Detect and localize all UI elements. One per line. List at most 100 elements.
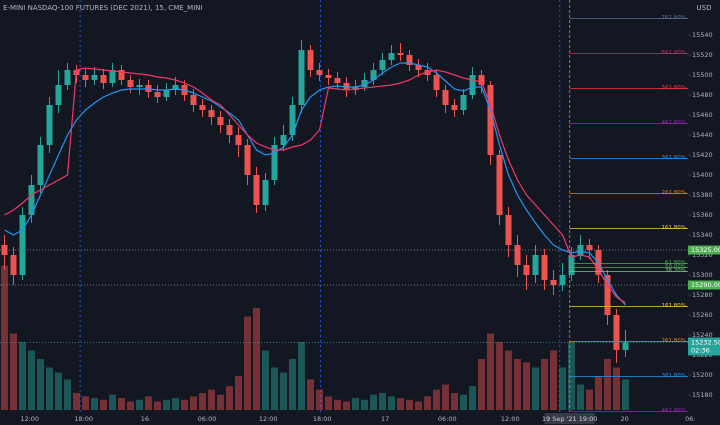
volume-bar	[280, 372, 287, 410]
volume-bar	[595, 376, 602, 410]
volume-bar	[154, 401, 161, 410]
candle-body	[541, 255, 548, 280]
candle-body	[190, 95, 197, 105]
candle-body	[262, 180, 269, 205]
candle-body	[568, 255, 575, 275]
x-tick-label: 06:00	[198, 415, 217, 423]
y-tick-label: 15380	[692, 191, 713, 199]
candle-body	[118, 70, 125, 80]
volume-bar	[433, 389, 440, 410]
price-marker	[688, 280, 720, 290]
candle-body	[1, 245, 8, 255]
x-tick-label: 17	[381, 415, 389, 423]
candle-body	[253, 175, 260, 205]
candle-body	[298, 50, 305, 105]
volume-bar	[577, 384, 584, 410]
volume-bar	[379, 393, 386, 410]
volume-bar	[613, 367, 620, 410]
x-tick-label: 12:00	[259, 415, 278, 423]
volume-bar	[361, 399, 368, 410]
y-tick-label: 15400	[692, 171, 713, 179]
x-tick-label: 16	[141, 415, 149, 423]
candle-body	[271, 145, 278, 180]
candle-body	[622, 342, 629, 350]
volume-bar	[100, 399, 107, 410]
candle-body	[46, 105, 53, 145]
volume-bar	[307, 379, 314, 410]
candle-body	[280, 135, 287, 145]
y-tick-label: 15240	[692, 331, 713, 339]
y-tick-label: 15420	[692, 151, 713, 159]
y-tick-label: 15180	[692, 391, 713, 399]
candle-body	[514, 245, 521, 265]
y-tick-label: 15440	[692, 131, 713, 139]
candle-body	[460, 95, 467, 110]
candle-body	[550, 280, 557, 285]
x-tick-label: 06:00	[438, 415, 457, 423]
volume-bar	[46, 367, 53, 410]
price-marker-label: 15325.00	[691, 246, 720, 254]
currency: USD	[697, 4, 712, 12]
volume-bar	[541, 359, 548, 410]
volume-bar	[460, 394, 467, 410]
volume-bar	[397, 398, 404, 410]
volume-bar	[127, 401, 134, 410]
volume-bar	[82, 396, 89, 410]
volume-bar	[19, 342, 26, 410]
candle-body	[469, 75, 476, 95]
candle-body	[100, 75, 107, 83]
volume-bar	[181, 399, 188, 410]
candle-body	[199, 105, 206, 110]
volume-bar	[406, 399, 413, 410]
volume-bar	[568, 342, 575, 410]
fib-label: 461.80%	[662, 120, 686, 126]
volume-bar	[415, 401, 422, 410]
candle-body	[325, 75, 332, 78]
volume-bar	[1, 265, 8, 410]
fib-label: 561.80%	[662, 85, 686, 91]
volume-bar	[55, 372, 62, 410]
candle-body	[433, 75, 440, 90]
fib-label: 261.80%	[662, 338, 686, 344]
candle-body	[532, 255, 539, 275]
candle-body	[37, 145, 44, 185]
volume-bar	[10, 333, 17, 410]
candle-body	[361, 80, 368, 87]
fib-label: 661.80%	[662, 50, 686, 56]
volume-bar	[172, 398, 179, 410]
candle-body	[172, 85, 179, 90]
fib-label: 38.20%	[665, 268, 686, 274]
volume-bar	[451, 393, 458, 410]
volume-bar	[244, 316, 251, 410]
candle-body	[154, 92, 161, 97]
candle-body	[451, 105, 458, 110]
volume-bar	[73, 393, 80, 410]
candle-body	[82, 75, 89, 80]
candle-body	[208, 110, 215, 117]
candle-body	[217, 117, 224, 125]
candle-body	[577, 245, 584, 255]
volume-bar	[298, 342, 305, 410]
candle-body	[19, 215, 26, 275]
candle-body	[28, 185, 35, 215]
volume-bar	[28, 350, 35, 410]
volume-bar	[388, 396, 395, 410]
price-marker	[688, 245, 720, 255]
fib-label: 161.80%	[662, 225, 686, 231]
indicator-line	[4, 62, 626, 306]
candle-body	[505, 215, 512, 245]
candle-body	[388, 53, 395, 60]
volume-bar	[316, 389, 323, 410]
volume-bar	[550, 350, 557, 410]
candle-body	[316, 70, 323, 75]
volume-bar	[253, 308, 260, 410]
fib-label: 261.80%	[662, 190, 686, 196]
y-tick-label: 15320	[692, 251, 713, 259]
last-price-label: 15232.50	[691, 339, 720, 347]
fib-label: 361.80%	[662, 373, 686, 379]
candle-body	[334, 78, 341, 83]
candle-body	[379, 60, 386, 70]
x-tick-label: 20	[620, 415, 628, 423]
volume-bar	[514, 359, 521, 410]
